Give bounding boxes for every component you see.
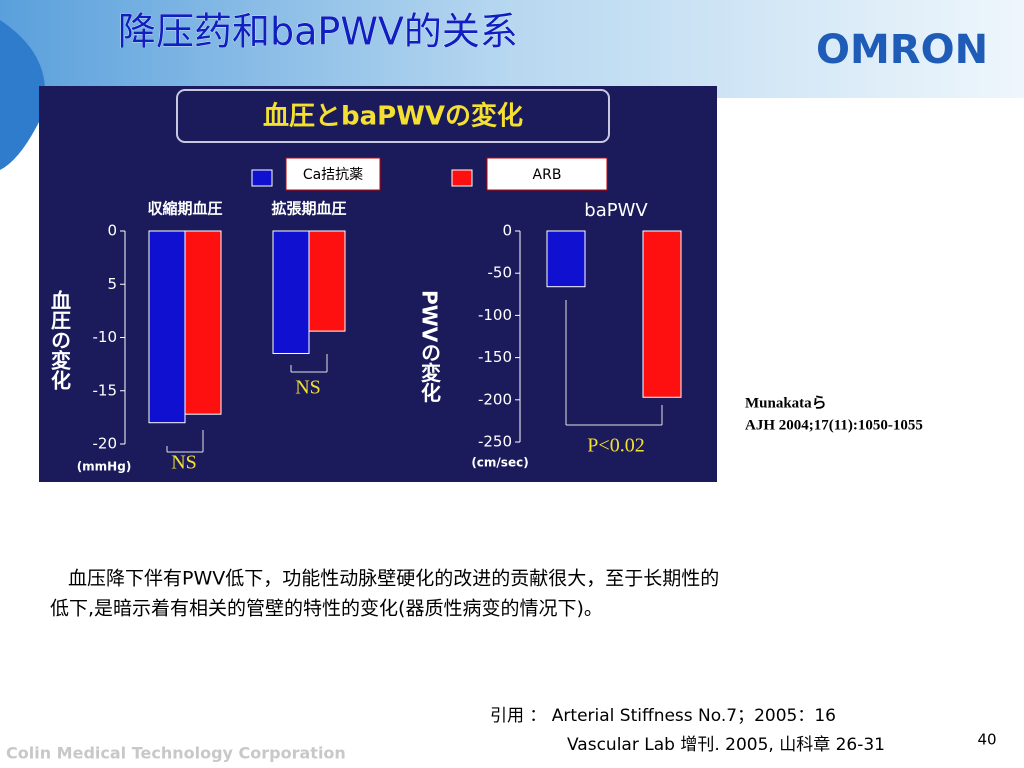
y-tick-label: -10 (93, 328, 118, 346)
bracket (290, 354, 328, 373)
legend-label: ARB (533, 167, 562, 183)
annotation: NS (171, 452, 197, 474)
bar (184, 230, 222, 415)
bar (546, 230, 586, 288)
category-label: 拡張期血圧 (271, 200, 346, 218)
slide-title: 降压药和baPWV的关系 (118, 10, 518, 54)
y-tick-label: -20 (93, 435, 118, 453)
page-number: 40 (977, 731, 996, 749)
citation: AJH 2004;17(11):1050-1055 (745, 417, 923, 433)
citation: Munakataら (745, 394, 827, 411)
y-tick-label: -150 (478, 348, 512, 366)
bar (308, 230, 346, 332)
y-tick-label: -250 (478, 433, 512, 451)
legend-box (486, 157, 608, 191)
unit-label: (cm/sec) (471, 456, 528, 470)
bar (148, 230, 186, 424)
brand-logo: OMRON (816, 27, 988, 73)
legend-box (285, 157, 381, 191)
y-tick-label: 0 (502, 222, 512, 240)
category-label: 収縮期血圧 (147, 200, 222, 218)
y-tick-label: -100 (478, 306, 512, 324)
legend-label: Ca拮抗薬 (303, 167, 363, 183)
figure-title: 血圧とbaPWVの変化 (263, 101, 523, 132)
chart-title: baPWV (584, 200, 648, 221)
legend-swatch (251, 169, 273, 187)
annotation: P<0.02 (587, 435, 644, 457)
body-text: 低下,是暗示着有相关的管壁的特性的变化(器质性病变的情况下)。 (50, 598, 603, 620)
bar (642, 230, 682, 398)
y-tick-label: 0 (107, 222, 117, 240)
banner (0, 0, 1024, 98)
figure-title-box (176, 89, 610, 143)
swoosh (0, 20, 45, 170)
y-axis-label: PWVの変化 (418, 290, 442, 402)
reference: Vascular Lab 增刊. 2005, 山科章 26-31 (567, 735, 885, 755)
y-axis-label: 血圧の変化 (48, 289, 72, 390)
footer: Colin Medical Technology Corporation (6, 744, 346, 763)
figure-panel (39, 86, 717, 482)
y-tick-label: -200 (478, 390, 512, 408)
legend-swatch (451, 169, 473, 187)
bracket (166, 430, 204, 453)
bracket (565, 300, 663, 426)
body-text: 血压降下伴有PWV低下，功能性动脉壁硬化的改进的贡献很大，至于长期性的 (68, 568, 719, 590)
unit-label: (mmHg) (77, 460, 132, 474)
annotation: NS (295, 377, 321, 399)
reference: 引用 ： Arterial Stiffness No.7；2005：16 (490, 706, 836, 726)
bar (272, 230, 310, 354)
y-tick-label: 5 (107, 275, 117, 293)
y-tick-label: -15 (93, 381, 118, 399)
y-tick-label: -50 (488, 264, 513, 282)
